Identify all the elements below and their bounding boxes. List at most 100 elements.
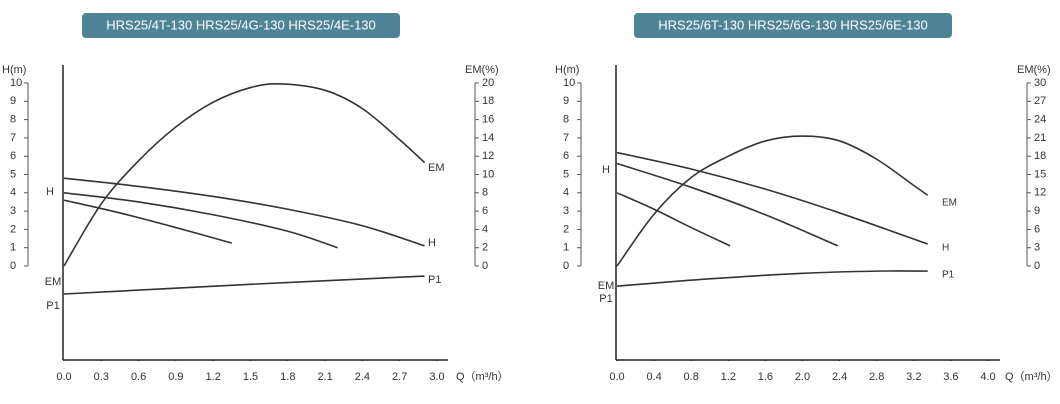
title-button: [634, 13, 952, 38]
x-tick-label: 1.8: [280, 371, 295, 383]
y-tick-label: 8: [563, 114, 569, 126]
y-tick-label: 7: [563, 132, 569, 144]
curve-label: P1: [599, 293, 612, 305]
y-tick-label: 4: [10, 187, 16, 199]
y2-tick-label: 16: [482, 114, 494, 126]
chart-title: HRS25/4T-130 HRS25/4G-130 HRS25/4E-130: [106, 17, 376, 32]
x-tick-label: 0.0: [609, 371, 624, 383]
x-axis-label: Q（m³/h）: [1005, 370, 1058, 383]
chart: HRS25/6T-130 HRS25/6G-130 HRS25/6E-130 H(…: [555, 13, 1058, 383]
y2-tick-label: 9: [1034, 205, 1040, 217]
x-tick-label: 0.4: [646, 371, 661, 383]
y-tick-label: 10: [563, 77, 575, 89]
y-tick-label: 7: [10, 132, 16, 144]
y2-tick-label: 12: [482, 150, 494, 162]
x-axis-label: Q（m³/h）: [456, 370, 509, 383]
y-tick-label: 2: [10, 223, 16, 235]
curve: [616, 270, 928, 287]
y-axis-label: H(m): [2, 64, 26, 76]
y2-tick-label: 21: [1034, 132, 1046, 144]
y2-tick-label: 0: [1034, 260, 1040, 272]
x-tick-label: 2.0: [795, 371, 810, 383]
x-tick-label: 0.3: [94, 371, 109, 383]
y2-tick-label: 12: [1034, 187, 1046, 199]
x-tick-label: 1.6: [758, 371, 773, 383]
curve-label: H: [46, 186, 54, 198]
curve: [63, 177, 425, 247]
y-tick-label: 4: [563, 187, 569, 199]
y2-tick-label: 8: [482, 187, 488, 199]
x-tick-label: 3.0: [429, 371, 444, 383]
y2-tick-label: 24: [1034, 114, 1046, 126]
y2-tick-label: 20: [482, 77, 494, 89]
y-tick-label: 1: [563, 242, 569, 254]
title-button: [82, 13, 400, 38]
curve-label: P1: [428, 274, 441, 286]
curve: [616, 162, 839, 247]
x-tick-label: 1.2: [206, 371, 221, 383]
y2-tick-label: 15: [1034, 168, 1046, 180]
y-tick-label: 6: [563, 150, 569, 162]
curve-label: P1: [942, 270, 955, 281]
curve: [63, 275, 425, 295]
curve-label: EM: [45, 276, 62, 288]
x-tick-label: 0.9: [168, 371, 183, 383]
y2-tick-label: 6: [482, 205, 488, 217]
y2-tick-label: 2: [482, 242, 488, 254]
y-tick-label: 0: [10, 260, 16, 272]
x-tick-label: 2.7: [392, 371, 407, 383]
curve: [616, 135, 929, 267]
curve-label: H: [428, 237, 436, 249]
y-axis-label: H(m): [555, 64, 579, 76]
curve: [63, 192, 338, 249]
x-tick-label: 3.2: [906, 371, 921, 383]
y2-tick-label: 30: [1034, 77, 1046, 89]
y2-tick-label: 18: [482, 95, 494, 107]
y2-tick-label: 0: [482, 260, 488, 272]
x-tick-label: 4.0: [980, 371, 995, 383]
x-tick-label: 3.6: [943, 371, 958, 383]
x-tick-label: 2.4: [355, 371, 370, 383]
y-tick-label: 10: [10, 77, 22, 89]
curve: [63, 199, 233, 244]
x-tick-label: 2.1: [317, 371, 332, 383]
curve-label: EM: [428, 162, 445, 174]
y2-tick-label: 6: [1034, 223, 1040, 235]
y-tick-label: 0: [563, 260, 569, 272]
curve: [616, 151, 928, 245]
curve-label: H: [602, 164, 610, 176]
x-tick-label: 2.4: [832, 371, 847, 383]
y-tick-label: 5: [563, 168, 569, 180]
y2-tick-label: 14: [482, 132, 494, 144]
curve-label: EM: [598, 280, 615, 292]
y2-tick-label: 4: [482, 223, 488, 235]
y2-axis-label: EM(%): [465, 64, 499, 76]
curve-label: P1: [46, 300, 59, 312]
y2-axis-label: EM(%): [1017, 64, 1051, 76]
y-tick-label: 6: [10, 150, 16, 162]
x-tick-label: 0.6: [131, 371, 146, 383]
x-tick-label: 1.2: [721, 371, 736, 383]
y-tick-label: 9: [563, 95, 569, 107]
x-tick-label: 1.5: [243, 371, 258, 383]
y-tick-label: 3: [563, 205, 569, 217]
y-tick-label: 9: [10, 95, 16, 107]
chart-title: HRS25/6T-130 HRS25/6G-130 HRS25/6E-130: [658, 17, 928, 32]
curve: [63, 83, 426, 267]
y-tick-label: 1: [10, 242, 16, 254]
x-tick-label: 0.0: [56, 371, 71, 383]
x-tick-label: 0.8: [684, 371, 699, 383]
y-tick-label: 3: [10, 205, 16, 217]
y-tick-label: 5: [10, 168, 16, 180]
y2-tick-label: 10: [482, 168, 494, 180]
curve: [616, 192, 731, 247]
y2-tick-label: 18: [1034, 150, 1046, 162]
curve-label: EM: [942, 198, 957, 209]
chart: HRS25/4T-130 HRS25/4G-130 HRS25/4E-130 H(…: [2, 13, 509, 383]
y2-tick-label: 27: [1034, 95, 1046, 107]
y2-tick-label: 3: [1034, 242, 1040, 254]
x-tick-label: 2.8: [869, 371, 884, 383]
curve-label: H: [942, 243, 949, 254]
y-tick-label: 8: [10, 114, 16, 126]
